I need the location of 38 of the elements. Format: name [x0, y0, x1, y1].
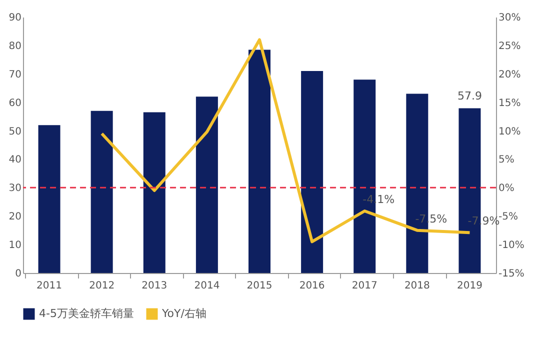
y2-tick-label: 20% — [498, 69, 521, 80]
x-tick-label: 2014 — [194, 280, 220, 292]
x-tick-label: 2013 — [142, 280, 168, 292]
bar — [90, 110, 113, 273]
y-tick-label: 10 — [8, 240, 22, 252]
y-tick-label: 70 — [8, 69, 22, 80]
y2-tick-label: 0% — [498, 183, 514, 194]
y-tick-label: 60 — [8, 98, 22, 109]
y-tick-label: 30 — [8, 183, 22, 194]
y2-tick-label: -10% — [498, 240, 524, 252]
data-label: 57.9 — [457, 89, 482, 102]
x-tick-label: 2012 — [89, 280, 115, 292]
y-tick-label: 90 — [8, 12, 22, 24]
x-tick-label: 2016 — [299, 280, 325, 292]
legend-label: 4-5万美金轿车销量 — [39, 307, 134, 320]
x-tick-label: 2015 — [246, 280, 272, 292]
y-tick-label: 50 — [8, 126, 22, 138]
y-tick-label: 80 — [8, 40, 22, 52]
y-tick-label: 40 — [8, 154, 22, 166]
bar — [38, 125, 60, 273]
legend-label: YoY/右轴 — [161, 307, 206, 320]
y2-tick-label: -5% — [498, 212, 518, 223]
y-tick-label: 0 — [15, 268, 22, 280]
y2-tick-label: -15% — [498, 268, 524, 280]
x-tick-label: 2018 — [404, 280, 430, 292]
y-tick-label: 20 — [8, 212, 22, 223]
y2-tick-label: 5% — [498, 154, 514, 166]
x-tick-label: 2019 — [456, 280, 482, 292]
y2-tick-label: 15% — [498, 98, 521, 109]
y2-tick-label: 10% — [498, 126, 521, 138]
y2-tick-label: 25% — [498, 40, 521, 52]
bar — [301, 71, 324, 273]
bar — [196, 96, 218, 273]
y2-tick-label: 30% — [498, 12, 521, 24]
x-tick-label: 2017 — [352, 280, 378, 292]
x-tick-label: 2011 — [36, 280, 62, 292]
bar — [143, 112, 166, 273]
bar — [248, 50, 270, 273]
